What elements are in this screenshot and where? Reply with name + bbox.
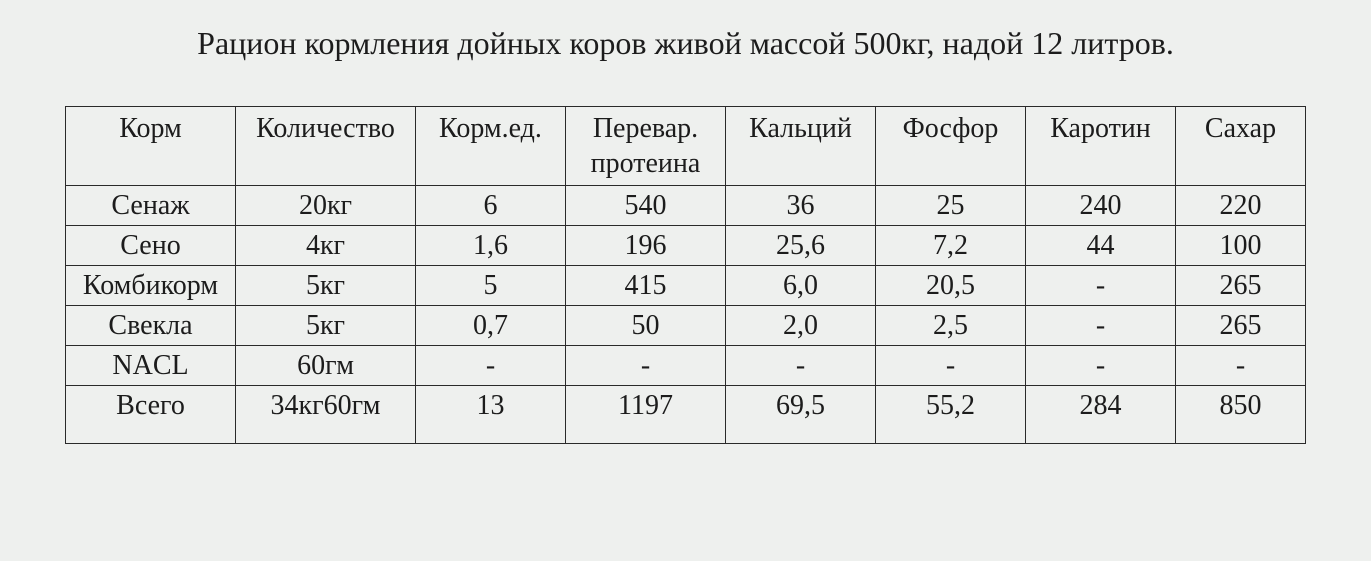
cell-feed-units: 1,6 [416, 226, 566, 266]
ration-table: Корм Количество Корм.ед. Перевар. протеи… [65, 106, 1306, 444]
cell-quantity: 60гм [236, 346, 416, 386]
cell-protein: 50 [566, 306, 726, 346]
cell-feed-units: 6 [416, 186, 566, 226]
cell-carotene: 44 [1026, 226, 1176, 266]
cell-sugar: 265 [1176, 306, 1306, 346]
cell-sugar: - [1176, 346, 1306, 386]
col-header-sugar: Сахар [1176, 107, 1306, 186]
cell-protein: - [566, 346, 726, 386]
cell-carotene: - [1026, 266, 1176, 306]
cell-carotene: 240 [1026, 186, 1176, 226]
cell-feed: Сено [66, 226, 236, 266]
cell-phosphor: 2,5 [876, 306, 1026, 346]
cell-sugar: 265 [1176, 266, 1306, 306]
cell-feed-units: 13 [416, 386, 566, 444]
table-row: Сенаж 20кг 6 540 36 25 240 220 [66, 186, 1306, 226]
cell-quantity: 34кг60гм [236, 386, 416, 444]
cell-feed: NACL [66, 346, 236, 386]
cell-feed-units: - [416, 346, 566, 386]
col-header-quantity: Количество [236, 107, 416, 186]
cell-feed-units: 0,7 [416, 306, 566, 346]
cell-quantity: 20кг [236, 186, 416, 226]
cell-protein: 540 [566, 186, 726, 226]
cell-feed: Сенаж [66, 186, 236, 226]
cell-protein: 415 [566, 266, 726, 306]
col-header-feed: Корм [66, 107, 236, 186]
cell-phosphor: 20,5 [876, 266, 1026, 306]
cell-quantity: 5кг [236, 266, 416, 306]
cell-feed: Свекла [66, 306, 236, 346]
col-header-calcium: Кальций [726, 107, 876, 186]
cell-calcium: 36 [726, 186, 876, 226]
cell-calcium: 2,0 [726, 306, 876, 346]
document-page: Рацион кормления дойных коров живой масс… [0, 0, 1371, 444]
cell-sugar: 220 [1176, 186, 1306, 226]
cell-calcium: 25,6 [726, 226, 876, 266]
cell-calcium: - [726, 346, 876, 386]
table-header-row: Корм Количество Корм.ед. Перевар. протеи… [66, 107, 1306, 186]
cell-feed-units: 5 [416, 266, 566, 306]
cell-phosphor: 55,2 [876, 386, 1026, 444]
cell-carotene: 284 [1026, 386, 1176, 444]
cell-sugar: 850 [1176, 386, 1306, 444]
cell-sugar: 100 [1176, 226, 1306, 266]
col-header-protein: Перевар. протеина [566, 107, 726, 186]
cell-feed: Всего [66, 386, 236, 444]
cell-quantity: 5кг [236, 306, 416, 346]
cell-feed: Комбикорм [66, 266, 236, 306]
cell-protein: 196 [566, 226, 726, 266]
cell-calcium: 6,0 [726, 266, 876, 306]
cell-phosphor: 25 [876, 186, 1026, 226]
table-row-total: Всего 34кг60гм 13 1197 69,5 55,2 284 850 [66, 386, 1306, 444]
cell-quantity: 4кг [236, 226, 416, 266]
cell-carotene: - [1026, 306, 1176, 346]
page-title: Рацион кормления дойных коров живой масс… [111, 20, 1261, 66]
cell-carotene: - [1026, 346, 1176, 386]
col-header-phosphor: Фосфор [876, 107, 1026, 186]
table-row: NACL 60гм - - - - - - [66, 346, 1306, 386]
cell-phosphor: - [876, 346, 1026, 386]
cell-protein: 1197 [566, 386, 726, 444]
table-row: Комбикорм 5кг 5 415 6,0 20,5 - 265 [66, 266, 1306, 306]
cell-calcium: 69,5 [726, 386, 876, 444]
col-header-feed-units: Корм.ед. [416, 107, 566, 186]
table-row: Сено 4кг 1,6 196 25,6 7,2 44 100 [66, 226, 1306, 266]
cell-phosphor: 7,2 [876, 226, 1026, 266]
col-header-carotene: Каротин [1026, 107, 1176, 186]
table-row: Свекла 5кг 0,7 50 2,0 2,5 - 265 [66, 306, 1306, 346]
